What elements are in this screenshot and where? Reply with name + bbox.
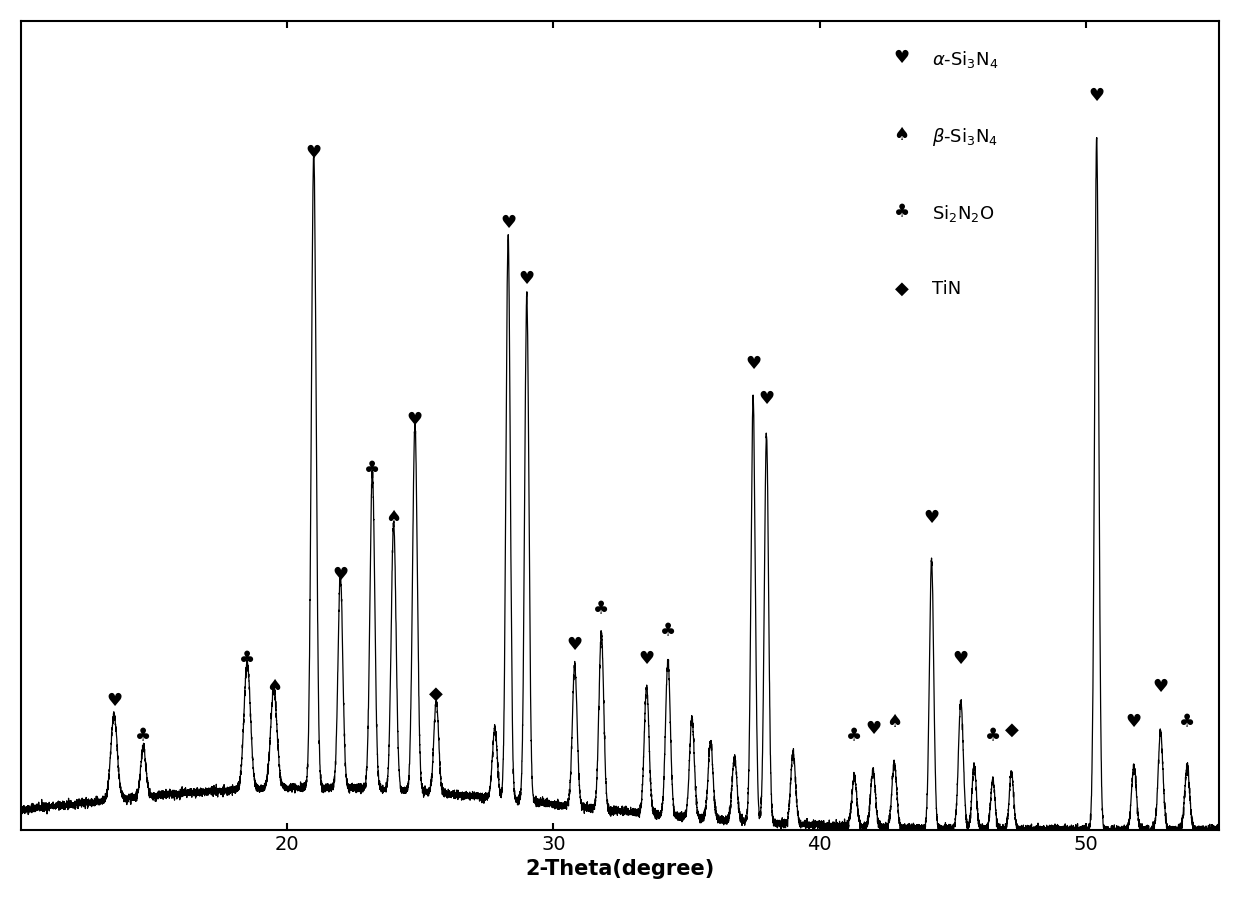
Text: ♥: ♥ <box>1152 678 1168 696</box>
Text: ♠: ♠ <box>894 126 910 144</box>
Text: ♣: ♣ <box>239 650 255 668</box>
Text: ♣: ♣ <box>660 622 676 640</box>
Text: ♥: ♥ <box>639 650 655 668</box>
Text: ♥: ♥ <box>745 355 761 373</box>
Text: ◆: ◆ <box>1004 720 1018 738</box>
Text: $\alpha$-Si$_3$N$_4$: $\alpha$-Si$_3$N$_4$ <box>931 50 998 70</box>
Text: ♥: ♥ <box>567 636 583 654</box>
Text: Si$_2$N$_2$O: Si$_2$N$_2$O <box>931 202 994 224</box>
Text: ♥: ♥ <box>894 50 910 68</box>
Text: ♥: ♥ <box>306 143 322 161</box>
Text: ♥: ♥ <box>332 565 348 583</box>
Text: ♥: ♥ <box>924 509 940 527</box>
Text: ♣: ♣ <box>593 600 609 618</box>
Text: ♥: ♥ <box>1126 714 1142 732</box>
Text: ♠: ♠ <box>887 714 903 732</box>
Text: ♣: ♣ <box>365 460 381 478</box>
Text: ♥: ♥ <box>105 692 122 710</box>
Text: ♥: ♥ <box>407 410 423 428</box>
Text: ♣: ♣ <box>846 727 862 745</box>
Text: ♠: ♠ <box>386 509 402 527</box>
Text: ◆: ◆ <box>895 280 909 298</box>
Text: ♥: ♥ <box>1089 87 1105 105</box>
X-axis label: 2-Theta(degree): 2-Theta(degree) <box>526 860 714 879</box>
Text: ♣: ♣ <box>1179 714 1195 732</box>
Text: ♣: ♣ <box>135 727 151 745</box>
Text: ♣: ♣ <box>894 202 910 220</box>
Text: ♠: ♠ <box>265 678 281 696</box>
Text: $\beta$-Si$_3$N$_4$: $\beta$-Si$_3$N$_4$ <box>931 126 998 148</box>
Text: ♥: ♥ <box>759 390 775 408</box>
Text: ♥: ♥ <box>500 214 516 232</box>
Text: ◆: ◆ <box>429 685 443 703</box>
Text: TiN: TiN <box>931 280 961 298</box>
Text: ♥: ♥ <box>518 270 534 288</box>
Text: ♥: ♥ <box>866 720 882 738</box>
Text: ♥: ♥ <box>952 650 968 668</box>
Text: ♣: ♣ <box>985 727 1001 745</box>
